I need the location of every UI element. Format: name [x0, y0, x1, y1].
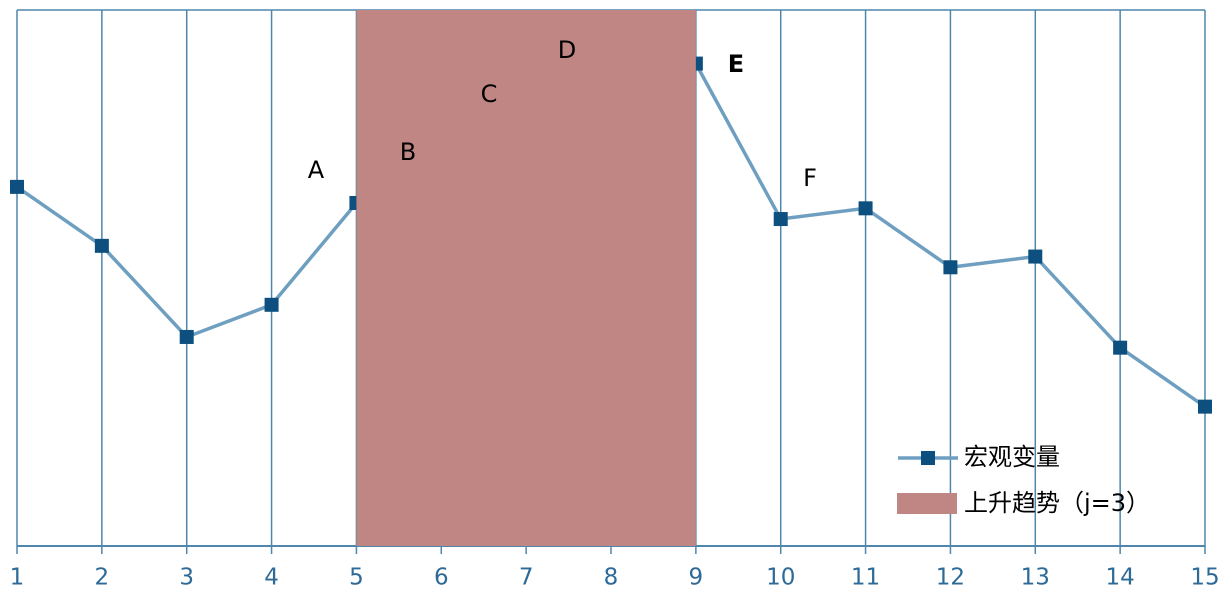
annotation: F [803, 164, 817, 192]
x-tick-label: 12 [936, 565, 965, 591]
x-tick-label: 8 [604, 565, 619, 591]
marker [94, 238, 109, 253]
annotation: C [481, 80, 498, 108]
x-tick-label: 4 [264, 565, 279, 591]
x-tick-label: 6 [434, 565, 449, 591]
marker [1198, 399, 1212, 414]
marker [179, 329, 194, 344]
x-tick-label: 14 [1106, 565, 1135, 591]
trend-band [356, 10, 696, 546]
x-tick-label: 11 [851, 565, 880, 591]
legend-label: 上升趋势（j=3） [964, 489, 1150, 517]
x-tick-label: 13 [1021, 565, 1050, 591]
legend-marker [921, 451, 935, 465]
x-tick-label: 1 [10, 565, 25, 591]
x-tick-label: 5 [349, 565, 364, 591]
x-tick-label: 2 [95, 565, 110, 591]
marker [1028, 249, 1043, 264]
marker [1113, 340, 1128, 355]
marker [943, 260, 958, 275]
marker [773, 212, 788, 227]
annotation: D [558, 36, 576, 64]
legend-band [897, 493, 957, 514]
legend-label: 宏观变量 [964, 443, 1060, 471]
x-tick-label: 3 [179, 565, 194, 591]
x-tick-label: 15 [1190, 565, 1219, 591]
annotation: E [728, 50, 744, 78]
marker [858, 201, 873, 216]
annotation: B [400, 138, 416, 166]
annotation: A [308, 156, 325, 184]
marker [264, 297, 279, 312]
x-tick-label: 9 [689, 565, 704, 591]
x-tick-label: 10 [766, 565, 795, 591]
x-tick-label: 7 [519, 565, 534, 591]
marker [10, 179, 24, 194]
